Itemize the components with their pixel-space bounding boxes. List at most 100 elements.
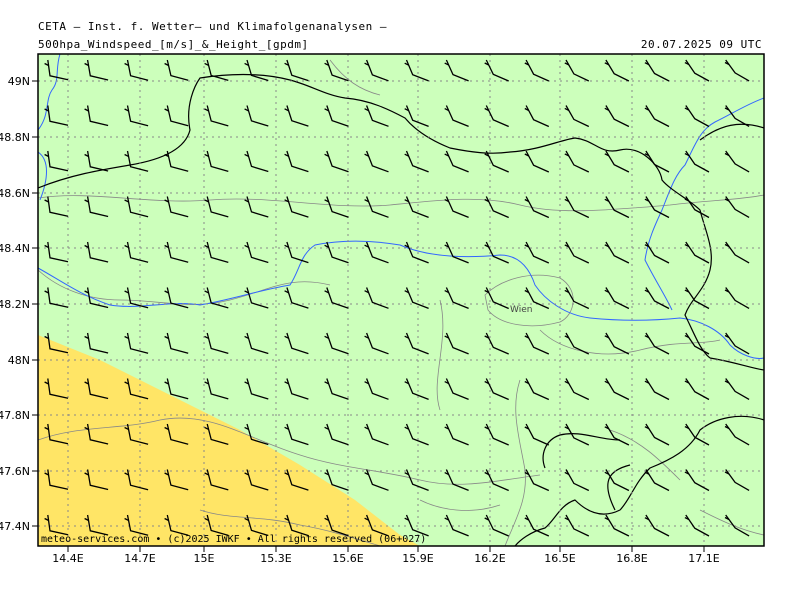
- wind-barb-feather: [564, 62, 570, 66]
- wind-barb-feather: [284, 244, 289, 248]
- wind-barb-feather: [604, 198, 610, 202]
- wind-barb-feather: [364, 153, 369, 157]
- wind-barb-feather: [484, 244, 489, 248]
- wind-barb-feather: [364, 108, 369, 112]
- wind-barb-feather: [404, 426, 409, 430]
- wind-barb-feather: [725, 563, 729, 565]
- wind-barb-feather: [444, 517, 449, 521]
- wind-barb-feather: [284, 153, 289, 157]
- wind-barb-feather: [684, 153, 690, 157]
- wind-barb-feather: [325, 564, 329, 566]
- wind-barb-feather: [44, 472, 49, 476]
- wind-barb-feather: [404, 517, 409, 521]
- wind-barb-feather: [84, 472, 89, 476]
- wind-barb-feather: [644, 153, 650, 157]
- wind-barb-feather: [244, 426, 249, 430]
- wind-barb-feather: [404, 153, 409, 157]
- latitude-axis: 49N 48.8N 48.6N 48.4N 48.2N 48N 47.8N 47.6N 47.4…: [0, 75, 38, 533]
- wind-barb-feather: [124, 62, 129, 67]
- map-frame: [37, 53, 765, 547]
- lon-label: 15.3E: [260, 552, 291, 565]
- wind-barb-feather: [444, 153, 449, 157]
- map-subtitle: 500hpa_Windspeed_[m/s]_&_Height_[gpdm]: [38, 38, 309, 51]
- lat-label: 48.8N: [0, 131, 30, 144]
- wind-barb-feather: [204, 472, 209, 476]
- wind-barb-feather: [165, 564, 169, 566]
- wind-barb-feather: [524, 198, 530, 203]
- wind-barb-feather: [364, 199, 369, 203]
- wind-barb-feather: [484, 471, 489, 476]
- lon-label: 16.2E: [474, 552, 505, 565]
- wind-barb-feather: [85, 564, 89, 566]
- wind-barb-feather: [84, 199, 89, 203]
- wind-barb-feather: [604, 380, 610, 384]
- wind-barb-feather: [164, 290, 169, 294]
- wind-barb-feather: [364, 381, 369, 385]
- wind-barb-feather: [444, 472, 449, 476]
- wind-barb-feather: [684, 335, 690, 339]
- wind-barb-feather: [124, 108, 129, 112]
- wind-barb-feather: [605, 563, 609, 565]
- wind-barb-feather: [44, 62, 49, 67]
- wind-barb-feather: [444, 426, 449, 430]
- wind-barb-feather: [204, 335, 209, 339]
- wind-barb-feather: [284, 62, 289, 66]
- copyright-text: meteo-services.com • (c)2025 IWKF • All …: [41, 534, 426, 545]
- lon-label: 15E: [194, 552, 215, 565]
- wind-barb-feather: [284, 290, 289, 294]
- lon-label: 15.9E: [402, 552, 433, 565]
- wind-barb-feather: [724, 471, 730, 475]
- wind-barb-feather: [724, 516, 730, 521]
- wind-barb-feather: [204, 517, 209, 521]
- wind-barb-feather: [164, 199, 169, 203]
- wind-barb-feather: [244, 244, 249, 248]
- wind-barb-feather: [44, 290, 49, 294]
- wind-barb-feather: [284, 472, 289, 476]
- wind-barb-feather: [324, 290, 329, 294]
- wind-barb-feather: [404, 472, 409, 476]
- wind-barb-feather: [404, 290, 409, 294]
- wind-barb-feather: [124, 290, 129, 294]
- wind-barb-feather: [644, 107, 650, 111]
- wind-barb-feather: [724, 425, 730, 430]
- wind-barb-feather: [84, 381, 89, 385]
- wind-barb-feather: [364, 517, 369, 521]
- wind-barb-feather: [84, 426, 89, 431]
- wind-barb-feather: [124, 472, 129, 476]
- wind-barb-feather: [44, 381, 49, 385]
- wind-barb-feather: [564, 289, 570, 293]
- wind-barb-feather: [124, 199, 129, 203]
- wind-barb-feather: [324, 426, 329, 430]
- lat-label: 49N: [8, 75, 30, 88]
- wind-barb-feather: [564, 380, 570, 384]
- wind-barb-feather: [44, 426, 49, 431]
- wind-barb-feather: [484, 380, 489, 385]
- wind-barb-feather: [564, 426, 570, 430]
- wind-barb-feather: [644, 380, 650, 384]
- wind-barb-feather: [245, 564, 249, 566]
- lat-label: 48.6N: [0, 187, 30, 200]
- wind-barb-feather: [244, 199, 249, 203]
- wind-barb-feather: [684, 380, 690, 384]
- wind-barb-feather: [44, 335, 49, 340]
- wind-barb-feather: [164, 244, 169, 249]
- wind-barb-feather: [524, 153, 530, 157]
- wind-barb-feather: [364, 472, 369, 476]
- wind-barb-feather: [364, 62, 369, 66]
- lon-label: 16.8E: [616, 552, 647, 565]
- wind-barb-feather: [444, 62, 449, 66]
- wind-barb-feather: [684, 289, 690, 293]
- wind-barb-feather: [604, 335, 610, 339]
- wind-barb-feather: [44, 517, 49, 522]
- wind-barb-feather: [244, 108, 249, 112]
- rivers: [38, 54, 764, 359]
- lon-label: 14.7E: [124, 552, 155, 565]
- wind-barb-feather: [444, 244, 449, 248]
- national-border: [38, 73, 764, 546]
- wind-barb-feather: [204, 62, 209, 66]
- wind-barb-feather: [84, 62, 89, 67]
- wind-barb-feather: [684, 471, 690, 475]
- wind-barb-feather: [644, 335, 650, 339]
- wind-barb-feather: [84, 335, 89, 340]
